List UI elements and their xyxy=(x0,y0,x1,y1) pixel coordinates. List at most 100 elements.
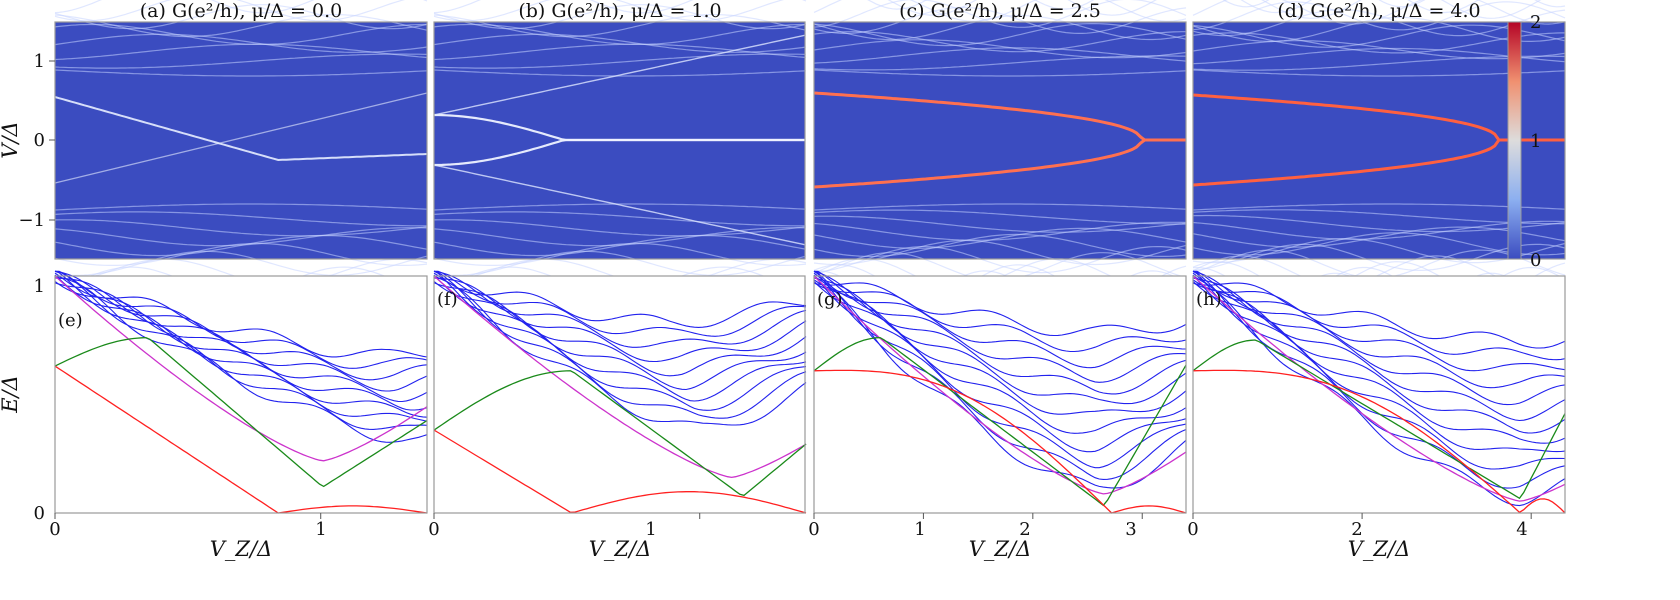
conductance-band xyxy=(813,55,1187,71)
conductance-band xyxy=(1222,0,1566,8)
panel-f: (f) 0 1 V_Z/Δ xyxy=(428,270,807,561)
energy-level xyxy=(813,279,1187,353)
energy-level xyxy=(813,282,1187,415)
conductance-band xyxy=(1192,40,1566,60)
energy-level xyxy=(54,272,428,358)
energy-level-second xyxy=(54,336,428,488)
y-axis-label: E/Δ xyxy=(0,375,22,414)
conductance-peak xyxy=(1192,138,1565,187)
y-tick-label: 0 xyxy=(34,130,45,151)
conductance-band xyxy=(813,0,1187,22)
conductance-band xyxy=(54,242,428,266)
energy-level xyxy=(54,277,428,392)
conductance-band xyxy=(54,0,406,22)
conductance-band xyxy=(433,0,785,22)
energy-level xyxy=(1192,272,1566,372)
x-axis-label: V_Z/Δ xyxy=(589,537,652,561)
heatmap-background xyxy=(814,22,1186,259)
conductance-band xyxy=(54,0,428,14)
colorbar: 2 1 0 xyxy=(1507,12,1541,271)
x-tick-label: 2 xyxy=(1351,519,1362,540)
x-tick-label: 0 xyxy=(808,519,819,540)
panel-label: (h) xyxy=(1196,289,1222,310)
panel-e: (e) 0 1 V_Z/Δ xyxy=(49,270,428,561)
energy-level xyxy=(813,272,1187,369)
conductance-band xyxy=(433,14,807,38)
energy-level xyxy=(433,272,807,328)
energy-lines xyxy=(433,270,807,514)
conductance-band xyxy=(433,69,807,77)
conductance-band xyxy=(433,33,807,53)
conductance-band xyxy=(1192,209,1565,225)
panel-h: (h) 0 2 4 V_Z/Δ xyxy=(1187,270,1566,561)
y-tick-label: 1 xyxy=(34,276,45,297)
energy-level xyxy=(433,270,807,411)
energy-level xyxy=(813,282,1187,337)
energy-level-third xyxy=(54,275,428,462)
energy-level-third xyxy=(813,275,1187,495)
panel-title: (a) G(e²/h), μ/Δ = 0.0 xyxy=(140,0,342,22)
panel-label: (e) xyxy=(58,310,83,331)
conductance-band xyxy=(813,209,1186,225)
conductance-band xyxy=(433,250,807,276)
energy-level xyxy=(813,270,1187,469)
conductance-band xyxy=(433,0,807,14)
conductance-band xyxy=(813,69,1187,77)
conductance-band xyxy=(1192,214,1566,233)
x-tick-label: 1 xyxy=(645,519,656,540)
conductance-peak xyxy=(813,91,1186,142)
conductance-band xyxy=(54,203,428,211)
y-tick-label: −1 xyxy=(18,210,45,231)
x-tick-label: 0 xyxy=(49,519,60,540)
conductance-band xyxy=(1261,0,1542,19)
conductance-peak xyxy=(434,138,806,167)
x-tick-label: 1 xyxy=(914,519,925,540)
energy-level xyxy=(1192,280,1566,444)
energy-level-second xyxy=(1192,339,1566,500)
conductance-band xyxy=(433,219,807,237)
energy-lines xyxy=(813,270,1187,514)
heatmap-background xyxy=(55,22,427,259)
energy-level xyxy=(54,275,428,443)
x-axis-label: V_Z/Δ xyxy=(210,537,273,561)
colorbar-tick: 1 xyxy=(1530,131,1541,152)
energy-level xyxy=(813,270,1187,480)
x-tick-label: 2 xyxy=(1019,519,1030,540)
energy-level xyxy=(54,274,428,418)
conductance-band xyxy=(54,33,428,53)
energy-level-third xyxy=(1192,275,1566,502)
conductance-band xyxy=(813,47,1187,64)
energy-level xyxy=(54,280,428,411)
energy-level xyxy=(434,270,807,337)
energy-level xyxy=(813,274,1187,453)
energy-level xyxy=(433,275,807,426)
energy-level xyxy=(54,270,428,422)
conductance-band xyxy=(867,0,1095,10)
energy-level xyxy=(1192,274,1566,453)
energy-level-lowest xyxy=(1192,369,1566,514)
energy-level xyxy=(813,277,1187,405)
conductance-band xyxy=(433,211,806,227)
energy-level xyxy=(433,270,807,348)
panel-g: (g) 0 1 2 3 V_Z/Δ xyxy=(808,270,1187,561)
conductance-band xyxy=(813,6,1187,34)
energy-level xyxy=(1192,282,1566,349)
conductance-peak xyxy=(813,138,1186,189)
conductance-band xyxy=(1240,0,1480,14)
energy-level xyxy=(433,280,807,391)
conductance-band xyxy=(54,69,428,77)
energy-level xyxy=(1192,279,1566,361)
conductance-band xyxy=(54,14,428,38)
energy-level xyxy=(55,270,428,369)
energy-level-lowest xyxy=(433,429,807,514)
energy-lines xyxy=(54,270,428,514)
conductance-band xyxy=(813,227,1187,249)
conductance-band xyxy=(887,0,1157,16)
panel-c: (c) G(e²/h), μ/Δ = 2.5 xyxy=(813,0,1187,306)
conductance-peak xyxy=(433,34,807,116)
y-tick-label: 1 xyxy=(34,51,45,72)
y-tick-label: 0 xyxy=(34,503,45,524)
colorbar-tick: 0 xyxy=(1530,250,1541,271)
energy-level xyxy=(813,281,1187,434)
conductance-band xyxy=(813,0,1187,28)
